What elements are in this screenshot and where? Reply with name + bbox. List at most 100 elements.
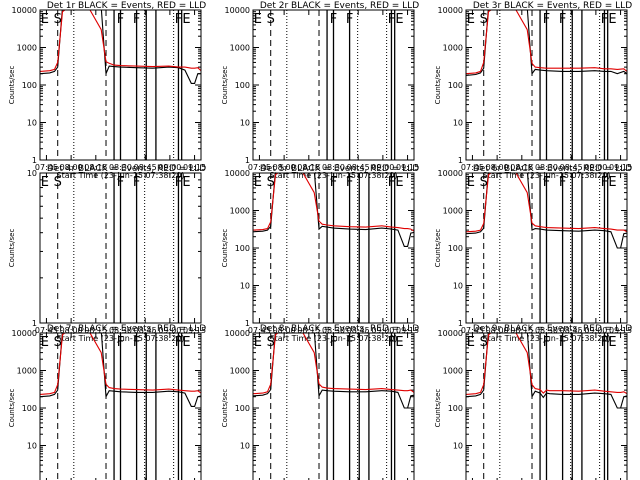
y-tick-label: 10 [27,442,37,451]
y-tick-label: 1 [245,156,250,165]
flag-label: E [395,12,403,27]
flag-label: E [467,335,475,350]
x-tick-label: 08:00 [60,326,83,335]
x-tick-label: 08:00 [486,163,509,172]
x-tick-label: 08:45 [347,326,370,335]
flag-label: F [117,335,124,350]
y-tick-label: 100 [235,404,250,413]
panel-title: Det 2r BLACK = Events, RED = LLD [260,1,419,11]
flag-label: F [559,12,566,27]
flag-label: S [267,335,275,350]
flag-label: F [601,175,608,190]
panel-det-6: Det 6r BLACK = Events, RED = LLD Counts/s… [434,164,632,343]
y-tick-label: 1000 [230,207,250,216]
y-tick-label: 10000 [438,169,463,178]
x-tick-label: 09:00 [371,326,394,335]
y-axis-label: Counts/sec [221,229,229,268]
x-tick-label: 07:45 [461,326,484,335]
y-tick-label: 10000 [12,6,37,15]
panel-title: Det 4r BLACK = Events, RED = LLD [47,164,206,174]
flag-label: F [388,175,395,190]
flag-label: E [608,12,616,27]
flag-label: E [182,335,190,350]
panel-det-8: Det 8r BLACK = Events, RED = LLD Counts/s… [221,324,419,480]
x-tick-label: 09:00 [584,326,607,335]
flag-label: F [330,12,337,27]
flag-label: E [254,335,262,350]
y-tick-label: 1000 [17,44,37,53]
y-tick-label: 1 [458,156,463,165]
plot-frame [39,172,202,324]
y-tick-label: 1 [32,156,37,165]
flag-label: F [346,175,353,190]
flag-label: S [480,12,488,27]
y-tick-label: 1 [245,319,250,328]
x-tick-label: 07:45 [35,163,58,172]
y-tick-label: 10000 [225,329,250,338]
x-tick-label: 09:00 [158,326,181,335]
flag-label: S [267,175,275,190]
flag-label: E [182,12,190,27]
plot-frame [39,332,202,480]
panel-det-3: Det 3r BLACK = Events, RED = LLD Counts/s… [434,1,632,180]
flag-label: S [54,335,62,350]
x-tick-label: 08:00 [486,326,509,335]
x-tick-label: 08:45 [347,163,370,172]
flag-label: F [117,12,124,27]
flag-label: F [543,335,550,350]
x-tick-label: 08:15 [510,163,533,172]
y-axis-label: Counts/sec [221,66,229,105]
flag-label: E [467,175,475,190]
panel-title: Det 6r BLACK = Events, RED = LLD [473,164,632,174]
y-axis-label: Counts/sec [434,66,442,105]
flag-label: F [175,12,182,27]
flag-label: F [133,335,140,350]
panel-det-5: Det 5r BLACK = Events, RED = LLD Counts/s… [221,164,419,343]
flag-label: E [182,175,190,190]
lld-series-line [466,10,627,75]
flag-label: E [608,175,616,190]
panel-title: Det 5r BLACK = Events, RED = LLD [260,164,419,174]
plot-frame [252,172,415,324]
x-tick-label: 08:15 [297,163,320,172]
x-tick-label: 08:45 [560,163,583,172]
panel-title: Det 3r BLACK = Events, RED = LLD [473,1,632,11]
plot-frame [465,9,628,161]
flag-label: E [41,175,49,190]
y-tick-label: 10000 [225,169,250,178]
flag-label: E [254,175,262,190]
flag-label: S [267,12,275,27]
y-tick-label: 100 [448,244,463,253]
y-axis-label: Counts/sec [8,66,16,105]
x-tick-label: 08:00 [60,163,83,172]
x-tick-label: 09:00 [584,163,607,172]
x-tick-label: 08:45 [134,326,157,335]
x-tick-label: 08:15 [84,326,107,335]
flag-label: F [330,175,337,190]
flag-label: E [41,12,49,27]
plot-frame [465,332,628,480]
panel-title: Det 1r BLACK = Events, RED = LLD [47,1,206,11]
flag-label: F [346,335,353,350]
lld-series-line [253,333,414,395]
y-tick-label: 100 [448,404,463,413]
y-tick-label: 1000 [230,367,250,376]
flag-label: F [175,175,182,190]
flag-label: S [54,175,62,190]
x-tick-label: 08:15 [510,326,533,335]
panel-det-7: Det 7r BLACK = Events, RED = LLD Counts/s… [8,324,206,480]
y-tick-label: 100 [22,81,37,90]
x-tick-label: 09:15 [396,326,419,335]
flag-label: E [254,12,262,27]
y-axis-label: Counts/sec [434,229,442,268]
x-tick-label: 07:45 [35,326,58,335]
plot-frame [252,9,415,161]
flag-label: E [41,335,49,350]
x-tick-label: 08:30 [535,326,558,335]
flag-label: E [467,12,475,27]
flag-label: E [395,175,403,190]
y-axis-label: Counts/sec [8,229,16,268]
x-tick-label: 07:45 [248,326,271,335]
x-tick-label: 07:45 [248,163,271,172]
